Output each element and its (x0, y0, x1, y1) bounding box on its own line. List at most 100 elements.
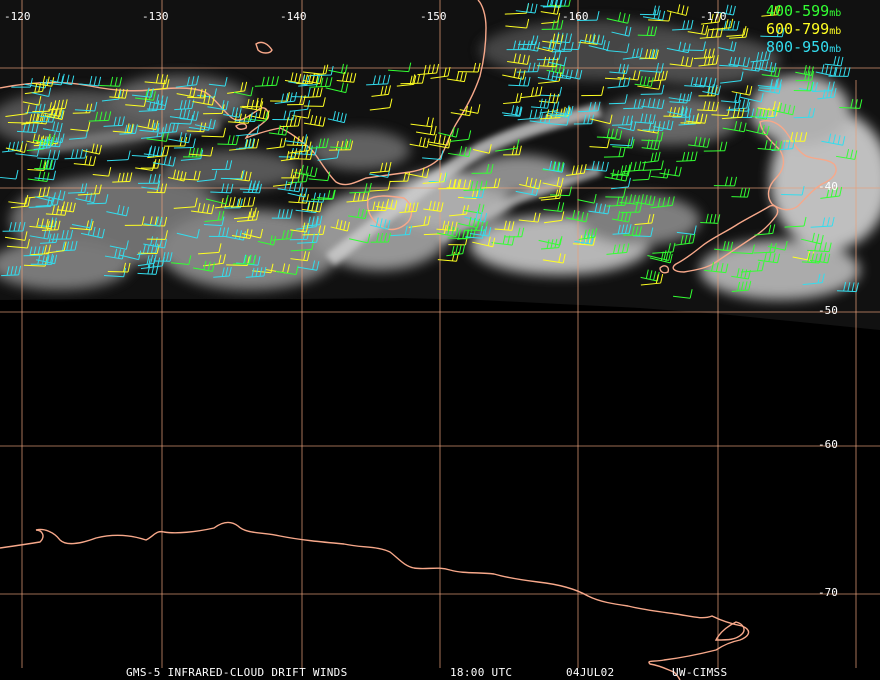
wind-barb (124, 216, 145, 226)
wind-barb (109, 88, 128, 99)
wind-barb (112, 172, 133, 183)
wind-barb (731, 244, 755, 255)
wind-barb (106, 204, 129, 217)
wind-barb (208, 227, 230, 238)
wind-barb (610, 177, 631, 190)
wind-barb (450, 130, 472, 142)
wind-barb (668, 91, 693, 102)
wind-barb (652, 242, 676, 254)
wind-barb (438, 179, 460, 190)
wind-barb (653, 119, 674, 131)
wind-barb (176, 86, 196, 98)
wind-barb (104, 248, 125, 260)
wind-barb (666, 4, 689, 16)
wind-barb (235, 137, 255, 150)
wind-barb (578, 228, 598, 240)
lon-label-150w: -150 (420, 10, 447, 23)
wind-barb (92, 166, 112, 177)
wind-barb (369, 161, 392, 174)
wind-barb (71, 218, 93, 229)
wind-barb (45, 241, 67, 254)
wind-barb (125, 97, 147, 107)
wind-barb (590, 114, 613, 125)
wind-barb (687, 24, 709, 35)
wind-barb (270, 92, 290, 102)
wind-barb (795, 64, 814, 77)
lat-label-40s: -40 (818, 180, 838, 193)
wind-barb (581, 86, 605, 97)
wind-barb (146, 230, 168, 240)
wind-barb (241, 228, 264, 239)
wind-barb (8, 194, 29, 205)
wind-barb (220, 169, 245, 180)
wind-barb (415, 125, 437, 136)
wind-barb (137, 118, 159, 131)
wind-barb (328, 140, 354, 151)
wind-barb (821, 133, 846, 146)
wind-barb (192, 94, 215, 106)
wind-barb (589, 138, 610, 149)
wind-barb (82, 143, 102, 155)
wind-barb (754, 224, 776, 236)
wind-barb (619, 194, 640, 205)
wind-barb (308, 171, 331, 182)
wind-barb (739, 92, 764, 103)
wind-barb (637, 26, 658, 37)
wind-barb (400, 74, 425, 85)
wind-barb (292, 109, 311, 119)
wind-barb (254, 76, 279, 87)
wind-barb (327, 111, 347, 124)
wind-barb (754, 108, 777, 118)
wind-barb (810, 216, 835, 228)
wind-barb (369, 98, 393, 111)
wind-barb (77, 184, 102, 196)
wind-barb (676, 151, 698, 162)
wind-barb (34, 170, 57, 181)
wind-barb (272, 174, 295, 187)
wind-barb (168, 132, 192, 144)
lat-label-70s: -70 (818, 586, 838, 599)
wind-barb (515, 2, 538, 14)
wind-barb (450, 105, 473, 117)
wind-barb (551, 68, 573, 80)
wind-barb (781, 185, 805, 196)
wind-barb (584, 160, 609, 172)
image-footer: GMS-5 INFRARED-CLOUD DRIFT WINDS 18:00 U… (126, 666, 727, 679)
wind-barb (348, 208, 368, 220)
longitude-labels: -120 -130 -140 -150 -160 -170 (4, 10, 727, 23)
wind-barb (673, 289, 693, 299)
wind-barb (611, 115, 634, 126)
wind-barb (29, 229, 51, 240)
wind-barb (290, 222, 309, 233)
wind-barb (37, 149, 61, 160)
wind-barb (641, 139, 661, 151)
wind-barb (684, 76, 707, 88)
wind-barb (672, 19, 694, 31)
wind-barb (207, 100, 229, 111)
wind-barb (143, 145, 164, 157)
wind-barb (330, 138, 352, 149)
wind-barb (793, 108, 816, 119)
wind-barb (717, 20, 740, 31)
wind-barb (608, 94, 628, 105)
pressure-legend: 400-599mb 600-799mb 800-950mb (766, 2, 841, 56)
wind-barb (669, 93, 690, 104)
wind-barb (191, 202, 215, 215)
wind-barb (257, 235, 277, 246)
wind-barb (650, 168, 670, 179)
wind-barb (179, 110, 199, 121)
wind-barb (540, 0, 563, 8)
wind-barb (617, 120, 637, 132)
wind-barb (139, 122, 160, 133)
wind-barb (277, 180, 302, 193)
wind-barb (541, 12, 561, 24)
wind-barb (175, 75, 199, 88)
wind-barb (30, 255, 55, 265)
wind-barb (137, 254, 157, 267)
wind-barb (623, 98, 646, 110)
wind-barb (33, 133, 56, 145)
wind-barb (501, 105, 522, 116)
wind-barb (88, 111, 112, 122)
wind-barb (237, 210, 259, 223)
